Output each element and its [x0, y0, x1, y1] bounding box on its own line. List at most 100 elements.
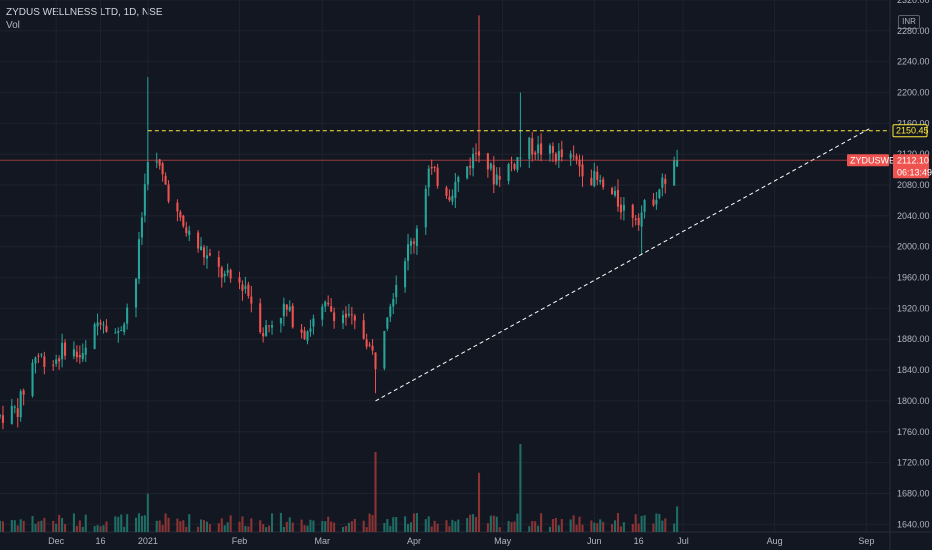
candle-body [486, 153, 489, 170]
candle-body [262, 332, 265, 337]
time-axis[interactable]: Dec 16 2021 Feb Mar Apr May Jun 16 Jul Aug Sep [48, 536, 874, 546]
volume-bar [197, 526, 200, 532]
volume-bar [489, 515, 492, 532]
candle-body [19, 391, 22, 418]
candle-body [140, 217, 143, 238]
volume-bar [137, 513, 141, 532]
drawings[interactable] [0, 128, 890, 402]
y-tick-label: 1880.00 [897, 334, 930, 344]
x-tick-label: Jul [677, 536, 689, 546]
candle-body [673, 160, 676, 186]
candle-body [202, 247, 206, 258]
candle-body [619, 204, 622, 213]
candle-body [389, 306, 392, 317]
volume-bar [22, 520, 25, 532]
volume-bar [395, 517, 398, 532]
candle-body [392, 299, 395, 307]
candle-body [368, 344, 371, 346]
candle-body [575, 156, 578, 160]
volume-bar [466, 518, 469, 532]
volume-bar [673, 523, 676, 532]
volume-bar [200, 519, 203, 532]
volume-bar [637, 523, 640, 532]
volume-bar [477, 472, 481, 532]
volume-bar [282, 526, 285, 532]
candle-body [268, 325, 271, 327]
candle-body [640, 212, 643, 227]
chart-legend: ZYDUS WELLNESS LTD, 1D, NSE Vol [6, 6, 163, 32]
volume-bar [309, 519, 312, 532]
volume-bar [96, 525, 99, 532]
trend-line[interactable] [375, 128, 870, 402]
volume-bar [300, 519, 303, 532]
currency-badge[interactable]: INR [898, 15, 920, 29]
x-tick-label: Dec [48, 536, 65, 546]
volume-bar [534, 521, 537, 532]
volume-bar [652, 523, 655, 532]
volume-bar [572, 515, 575, 532]
x-tick-label: Jun [587, 536, 602, 546]
volume-bar [155, 520, 158, 532]
candle-body [676, 160, 679, 167]
candle-body [664, 178, 667, 184]
price-axis[interactable]: 1640.00 1680.00 1720.00 1760.00 1800.00 1840.… [897, 0, 930, 529]
volume-bar [531, 521, 534, 532]
x-tick-label: Feb [232, 536, 248, 546]
y-tick-label: 2240.00 [897, 57, 930, 67]
candle-body [519, 157, 522, 159]
candle-body [489, 163, 492, 169]
candle-body [448, 196, 451, 201]
candle-body [37, 355, 40, 357]
x-tick-label: Aug [767, 536, 783, 546]
y-tick-label: 1680.00 [897, 488, 930, 498]
candle-body [475, 152, 478, 154]
volume-bar [93, 526, 96, 532]
volume-bar [613, 520, 617, 532]
candle-body [590, 178, 593, 186]
symbol-title[interactable]: ZYDUS WELLNESS LTD, 1D, NSE [6, 7, 163, 18]
volume-bar [619, 526, 622, 532]
volume-bar [451, 519, 454, 532]
volume-bar [427, 516, 430, 532]
volume-bar [353, 518, 356, 532]
candle-body [34, 357, 37, 364]
candle-body [602, 179, 605, 188]
candle-body [469, 165, 472, 168]
volume-label[interactable]: Vol [6, 20, 20, 31]
volume-bars [0, 444, 679, 532]
volume-bar [223, 525, 226, 532]
volume-bar [554, 517, 557, 532]
candle-body [554, 153, 557, 162]
candle-body [123, 324, 126, 332]
volume-bar [179, 521, 182, 532]
candle-body [572, 155, 575, 157]
candle-body [362, 320, 365, 339]
volume-bar [13, 520, 16, 532]
volume-bar [217, 523, 220, 532]
volume-bar [229, 515, 232, 532]
volume-bar [140, 515, 143, 532]
candle-body [1, 415, 4, 423]
candle-body [244, 286, 247, 289]
candle-body [114, 332, 117, 334]
volume-bar [161, 524, 164, 532]
volume-bar [244, 525, 247, 532]
volume-bar [16, 525, 19, 532]
volume-bar [593, 522, 596, 532]
candle-body [179, 211, 182, 218]
volume-bar [143, 515, 146, 532]
candle-body [457, 177, 460, 183]
candle-body [102, 324, 105, 326]
candle-body [333, 312, 336, 321]
volume-bar [265, 527, 268, 532]
candle-body [61, 342, 64, 360]
volume-bar [117, 516, 120, 532]
volume-bar [312, 520, 315, 532]
y-tick-label: 1840.00 [897, 365, 930, 375]
candle-body [134, 279, 138, 308]
candle-body [557, 151, 560, 161]
resistance-tag-box [892, 124, 928, 138]
volume-bar [31, 516, 34, 532]
candle-body [158, 159, 161, 166]
